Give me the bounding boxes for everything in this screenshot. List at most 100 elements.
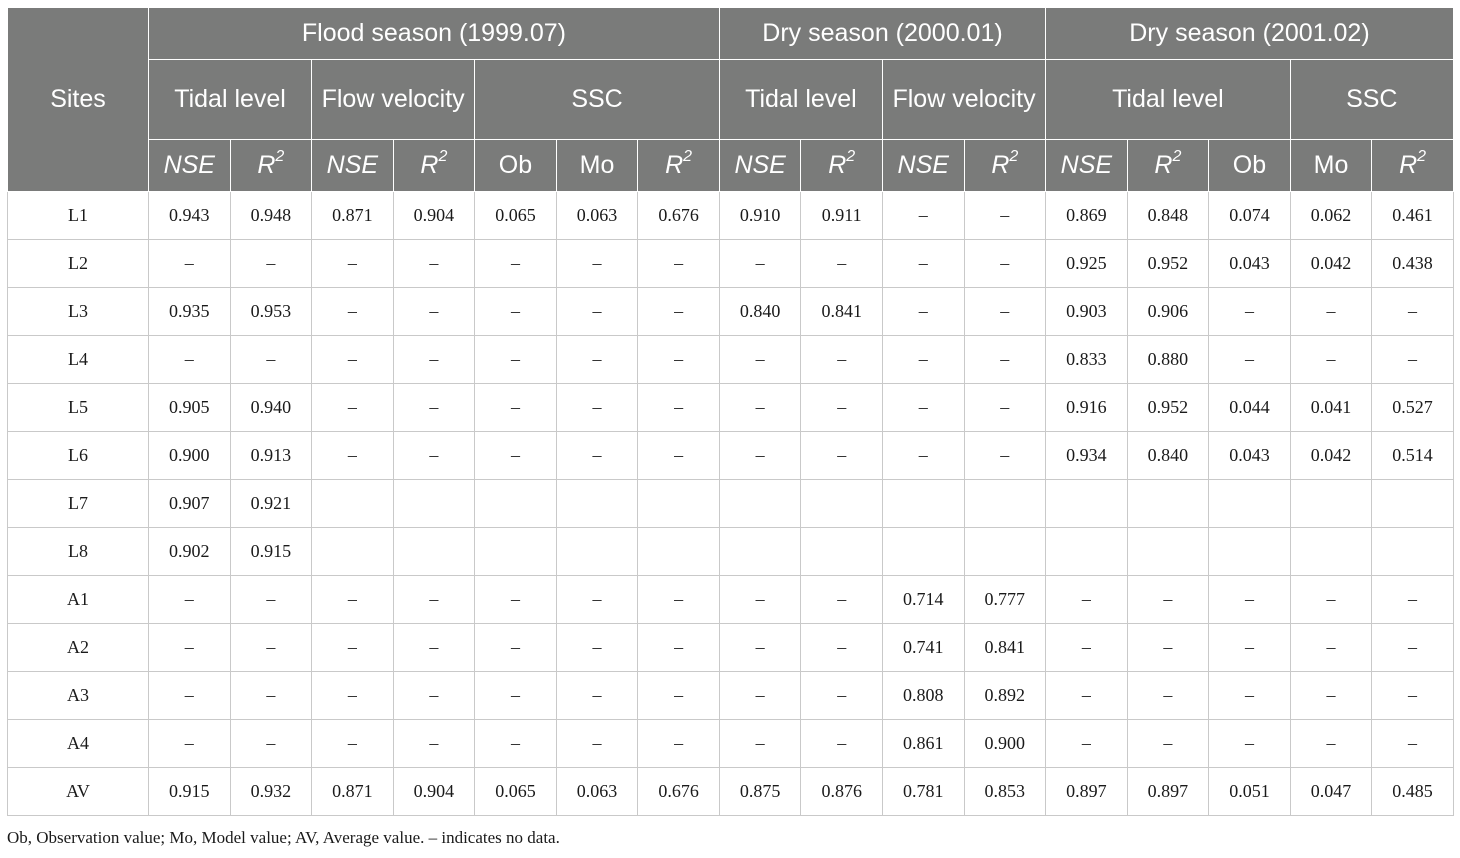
subheader-r-squared: R2 bbox=[1126, 139, 1210, 192]
value-cell bbox=[963, 527, 1047, 576]
value-cell bbox=[555, 527, 639, 576]
value-cell: 0.916 bbox=[1045, 383, 1128, 432]
site-cell: A2 bbox=[7, 623, 149, 672]
header-flood-season: Flood season (1999.07) bbox=[148, 7, 720, 60]
table-row: A4– – – – – – – – –0.861 0.900– – – – – bbox=[7, 719, 1454, 768]
value-cell: – bbox=[1371, 623, 1454, 672]
value-cell bbox=[1371, 479, 1454, 528]
value-cell: – bbox=[881, 191, 965, 240]
value-cell: – bbox=[229, 671, 313, 720]
value-cell: – bbox=[881, 383, 965, 432]
site-cell: AV bbox=[7, 767, 149, 816]
value-cell bbox=[555, 479, 639, 528]
value-cell: – bbox=[1289, 287, 1373, 336]
table-row: L2– – – – – – – – – – –0.925 0.952 0.043 0.042 0.438 bbox=[7, 239, 1454, 288]
table-row: L8 0.902 0.915 bbox=[7, 527, 1454, 576]
header-dry1-flow-velocity: Flow velocity bbox=[881, 59, 1047, 140]
value-cell: 0.781 bbox=[881, 767, 965, 816]
value-cell: – bbox=[963, 239, 1047, 288]
value-cell: – bbox=[311, 623, 394, 672]
value-cell: – bbox=[718, 623, 802, 672]
value-cell: 0.906 bbox=[1126, 287, 1210, 336]
value-cell: 0.903 bbox=[1045, 287, 1128, 336]
value-cell bbox=[637, 479, 720, 528]
value-cell bbox=[718, 527, 802, 576]
value-cell bbox=[1208, 479, 1291, 528]
value-cell: – bbox=[392, 623, 476, 672]
value-cell: – bbox=[148, 239, 231, 288]
value-cell bbox=[1289, 479, 1373, 528]
value-cell: – bbox=[555, 287, 639, 336]
value-cell: 0.900 bbox=[963, 719, 1047, 768]
table-header: Sites Flood season (1999.07) Dry season … bbox=[7, 7, 1454, 192]
value-cell: – bbox=[311, 239, 394, 288]
value-cell bbox=[474, 479, 557, 528]
value-cell: – bbox=[311, 383, 394, 432]
header-dry2-tidal-level: Tidal level bbox=[1045, 59, 1291, 140]
value-cell: 0.948 bbox=[229, 191, 313, 240]
value-cell: 0.043 bbox=[1208, 431, 1291, 480]
value-cell: – bbox=[637, 335, 720, 384]
value-cell: 0.808 bbox=[881, 671, 965, 720]
value-cell: 0.741 bbox=[881, 623, 965, 672]
value-cell: – bbox=[392, 575, 476, 624]
subheader-r-squared: R2 bbox=[963, 139, 1047, 192]
table-row: L3 0.935 0.953– – – – –0.840 0.841– –0.903 0.906–… bbox=[7, 287, 1454, 336]
value-cell: – bbox=[311, 335, 394, 384]
value-cell: – bbox=[1208, 287, 1291, 336]
table-row: AV 0.915 0.932 0.871 0.904 0.065 0.063 0.676 0.8… bbox=[7, 767, 1454, 816]
value-cell: 0.911 bbox=[800, 191, 883, 240]
value-cell: – bbox=[555, 335, 639, 384]
site-cell: L2 bbox=[7, 239, 149, 288]
value-cell: – bbox=[392, 431, 476, 480]
value-cell: 0.043 bbox=[1208, 239, 1291, 288]
value-cell: – bbox=[637, 287, 720, 336]
header-dry-season-2000: Dry season (2000.01) bbox=[718, 7, 1047, 60]
value-cell: 0.065 bbox=[474, 191, 557, 240]
value-cell: – bbox=[392, 719, 476, 768]
value-cell bbox=[1371, 527, 1454, 576]
value-cell: – bbox=[1045, 671, 1128, 720]
value-cell: – bbox=[800, 239, 883, 288]
value-cell: 0.953 bbox=[229, 287, 313, 336]
value-cell: – bbox=[1045, 623, 1128, 672]
value-cell bbox=[1208, 527, 1291, 576]
header-flood-flow-velocity: Flow velocity bbox=[311, 59, 476, 140]
value-cell: – bbox=[800, 623, 883, 672]
value-cell: – bbox=[392, 239, 476, 288]
value-cell: – bbox=[1208, 335, 1291, 384]
table-row: A3– – – – – – – – –0.808 0.892– – – – – bbox=[7, 671, 1454, 720]
value-cell: – bbox=[718, 335, 802, 384]
value-cell: 0.861 bbox=[881, 719, 965, 768]
subheader-mo: Mo bbox=[1289, 139, 1373, 192]
value-cell: – bbox=[392, 335, 476, 384]
value-cell: – bbox=[718, 719, 802, 768]
value-cell: – bbox=[963, 431, 1047, 480]
value-cell: – bbox=[311, 287, 394, 336]
value-cell: – bbox=[800, 431, 883, 480]
value-cell bbox=[881, 479, 965, 528]
value-cell: – bbox=[148, 335, 231, 384]
value-cell: – bbox=[555, 623, 639, 672]
value-cell: 0.042 bbox=[1289, 239, 1373, 288]
value-cell: – bbox=[1045, 719, 1128, 768]
table-row: L6 0.900 0.913– – – – – – – – –0.934 0.840 0.043 0.04… bbox=[7, 431, 1454, 480]
value-cell bbox=[1045, 527, 1128, 576]
header-dry2-ssc: SSC bbox=[1289, 59, 1454, 140]
value-cell: – bbox=[963, 287, 1047, 336]
value-cell: 0.871 bbox=[311, 191, 394, 240]
site-cell: L1 bbox=[7, 191, 149, 240]
value-cell: – bbox=[474, 575, 557, 624]
value-cell bbox=[1126, 479, 1210, 528]
value-cell: – bbox=[1289, 575, 1373, 624]
site-cell: L6 bbox=[7, 431, 149, 480]
value-cell: 0.514 bbox=[1371, 431, 1454, 480]
value-cell: – bbox=[1208, 671, 1291, 720]
value-cell: – bbox=[148, 575, 231, 624]
value-cell: 0.041 bbox=[1289, 383, 1373, 432]
subheader-r-squared: R2 bbox=[1371, 139, 1454, 192]
value-cell: 0.840 bbox=[1126, 431, 1210, 480]
value-cell: 0.438 bbox=[1371, 239, 1454, 288]
value-cell: – bbox=[229, 239, 313, 288]
value-cell: – bbox=[1371, 671, 1454, 720]
